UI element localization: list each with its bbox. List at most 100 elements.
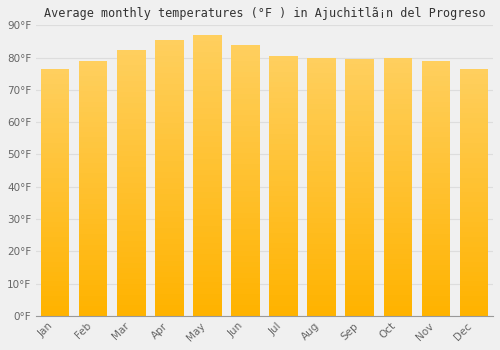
Bar [270, 191, 298, 196]
Bar [308, 249, 336, 254]
Bar [193, 276, 222, 282]
Bar [346, 275, 374, 280]
Bar [117, 289, 145, 295]
Bar [308, 301, 336, 306]
Bar [460, 128, 488, 133]
Bar [460, 197, 488, 202]
Bar [346, 95, 374, 100]
Bar [155, 200, 184, 205]
Bar [155, 106, 184, 112]
Bar [117, 241, 145, 247]
Bar [41, 138, 70, 143]
Bar [193, 215, 222, 220]
Bar [193, 46, 222, 52]
Bar [79, 132, 108, 137]
Bar [41, 306, 70, 311]
Bar [231, 256, 260, 262]
Bar [384, 218, 412, 223]
Bar [117, 183, 145, 188]
Bar [308, 83, 336, 89]
Bar [193, 175, 222, 181]
Bar [41, 177, 70, 183]
Bar [231, 273, 260, 278]
Bar [460, 74, 488, 79]
Bar [422, 158, 450, 163]
Bar [155, 277, 184, 283]
Bar [117, 135, 145, 140]
Bar [193, 164, 222, 170]
Bar [308, 290, 336, 295]
Bar [346, 182, 374, 188]
Bar [384, 264, 412, 270]
Bar [155, 56, 184, 62]
Bar [308, 228, 336, 233]
Bar [460, 79, 488, 84]
Bar [346, 136, 374, 141]
Bar [41, 99, 70, 104]
Bar [155, 51, 184, 56]
Bar [460, 262, 488, 267]
Bar [422, 224, 450, 229]
Bar [231, 224, 260, 229]
Bar [460, 188, 488, 193]
Bar [117, 209, 145, 215]
Bar [41, 301, 70, 306]
Bar [422, 91, 450, 97]
Bar [384, 140, 412, 146]
Bar [270, 300, 298, 306]
Bar [231, 83, 260, 88]
Bar [117, 305, 145, 311]
Bar [155, 255, 184, 261]
Bar [193, 131, 222, 136]
Bar [422, 183, 450, 188]
Bar [117, 172, 145, 177]
Bar [193, 220, 222, 226]
Bar [460, 93, 488, 99]
Bar [231, 310, 260, 316]
Bar [460, 168, 488, 173]
Bar [79, 285, 108, 290]
Bar [270, 160, 298, 165]
Bar [422, 86, 450, 91]
Bar [384, 208, 412, 213]
Bar [270, 87, 298, 92]
Bar [41, 311, 70, 316]
Bar [79, 158, 108, 163]
Bar [155, 62, 184, 68]
Bar [422, 270, 450, 275]
Bar [346, 80, 374, 85]
Bar [308, 146, 336, 150]
Bar [270, 280, 298, 285]
Bar [270, 113, 298, 118]
Bar [384, 249, 412, 254]
Bar [308, 192, 336, 197]
Bar [193, 305, 222, 310]
Bar [231, 267, 260, 273]
Bar [231, 164, 260, 169]
Bar [41, 128, 70, 133]
Bar [422, 255, 450, 260]
Bar [79, 198, 108, 204]
Bar [231, 262, 260, 267]
Bar [79, 102, 108, 107]
Bar [79, 137, 108, 142]
Bar [460, 104, 488, 108]
Bar [460, 272, 488, 276]
Bar [79, 188, 108, 194]
Bar [346, 193, 374, 198]
Bar [422, 209, 450, 214]
Bar [193, 282, 222, 288]
Bar [41, 257, 70, 262]
Bar [117, 236, 145, 241]
Bar [231, 208, 260, 213]
Bar [79, 224, 108, 229]
Bar [117, 151, 145, 156]
Bar [117, 177, 145, 183]
Bar [231, 88, 260, 93]
Bar [41, 118, 70, 123]
Bar [346, 131, 374, 136]
Bar [270, 134, 298, 139]
Bar [422, 132, 450, 137]
Bar [422, 301, 450, 306]
Bar [346, 121, 374, 126]
